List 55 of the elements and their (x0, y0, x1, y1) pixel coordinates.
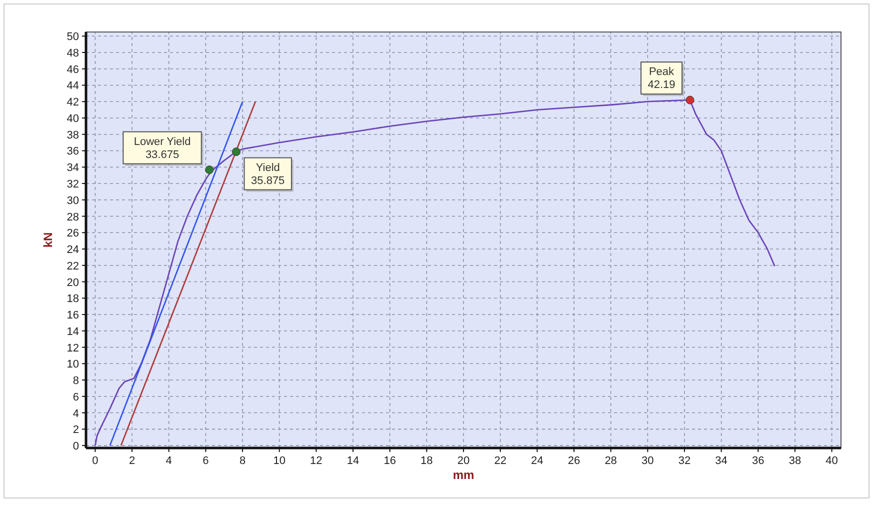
y-tick-label: 20 (66, 276, 79, 289)
x-tick-label: 0 (92, 455, 98, 467)
x-tick-label: 40 (826, 455, 838, 467)
y-tick-label: 28 (66, 211, 79, 224)
x-tick-label: 36 (752, 455, 764, 467)
x-tick-label: 20 (457, 455, 470, 467)
y-tick-label: 14 (66, 326, 79, 338)
y-tick-label: 36 (66, 146, 79, 158)
y-tick-label: 40 (66, 112, 79, 125)
y-tick-label: 34 (66, 162, 79, 174)
y-tick-label: 50 (66, 31, 79, 44)
annotation: Peak 42.19 (648, 66, 676, 92)
x-tick-label: 30 (642, 455, 654, 467)
y-tick-label: 18 (66, 293, 79, 306)
y-tick-label: 4 (72, 408, 79, 420)
y-tick-label: 0 (72, 440, 79, 453)
x-tick-label: 10 (273, 455, 286, 467)
y-tick-label: 16 (66, 310, 79, 322)
y-tick-label: 22 (66, 260, 79, 272)
x-tick-label: 28 (604, 455, 617, 467)
x-tick-label: 24 (531, 455, 544, 467)
x-tick-label: 34 (715, 455, 728, 467)
x-tick-label: 26 (568, 455, 580, 467)
x-tick-label: 22 (494, 455, 506, 467)
x-tick-label: 12 (310, 455, 322, 467)
y-axis-title: kN (41, 232, 55, 248)
x-axis-title: mm (452, 468, 474, 482)
y-tick-label: 44 (66, 80, 79, 92)
y-tick-label: 8 (72, 375, 79, 388)
x-tick-label: 32 (678, 455, 691, 467)
x-tick-label: 14 (346, 455, 360, 467)
annotation: Lower Yield 33.675 (134, 136, 191, 161)
annotation: Yield 35.875 (251, 162, 285, 187)
y-tick-label: 12 (66, 342, 79, 354)
y-tick-label: 10 (66, 358, 79, 371)
x-tick-label: 2 (128, 455, 136, 467)
y-tick-label: 46 (66, 64, 79, 76)
x-tick-label: 16 (384, 455, 396, 467)
y-tick-label: 26 (66, 228, 79, 240)
x-tick-label: 18 (420, 455, 433, 467)
x-tick-label: 4 (166, 455, 172, 467)
y-tick-label: 30 (66, 194, 79, 207)
x-tick-label: 38 (788, 455, 802, 467)
point (232, 148, 241, 156)
y-tick-label: 24 (66, 244, 79, 256)
x-tick-label: 8 (239, 455, 246, 467)
y-tick-label: 48 (66, 47, 79, 60)
y-tick-label: 38 (66, 129, 79, 142)
y-tick-label: 32 (66, 178, 79, 190)
x-tick-label: 6 (202, 455, 209, 467)
y-tick-label: 42 (66, 96, 79, 109)
y-tick-label: 2 (72, 424, 79, 436)
y-tick-label: 6 (72, 391, 79, 404)
point (686, 96, 694, 104)
point (205, 166, 214, 174)
